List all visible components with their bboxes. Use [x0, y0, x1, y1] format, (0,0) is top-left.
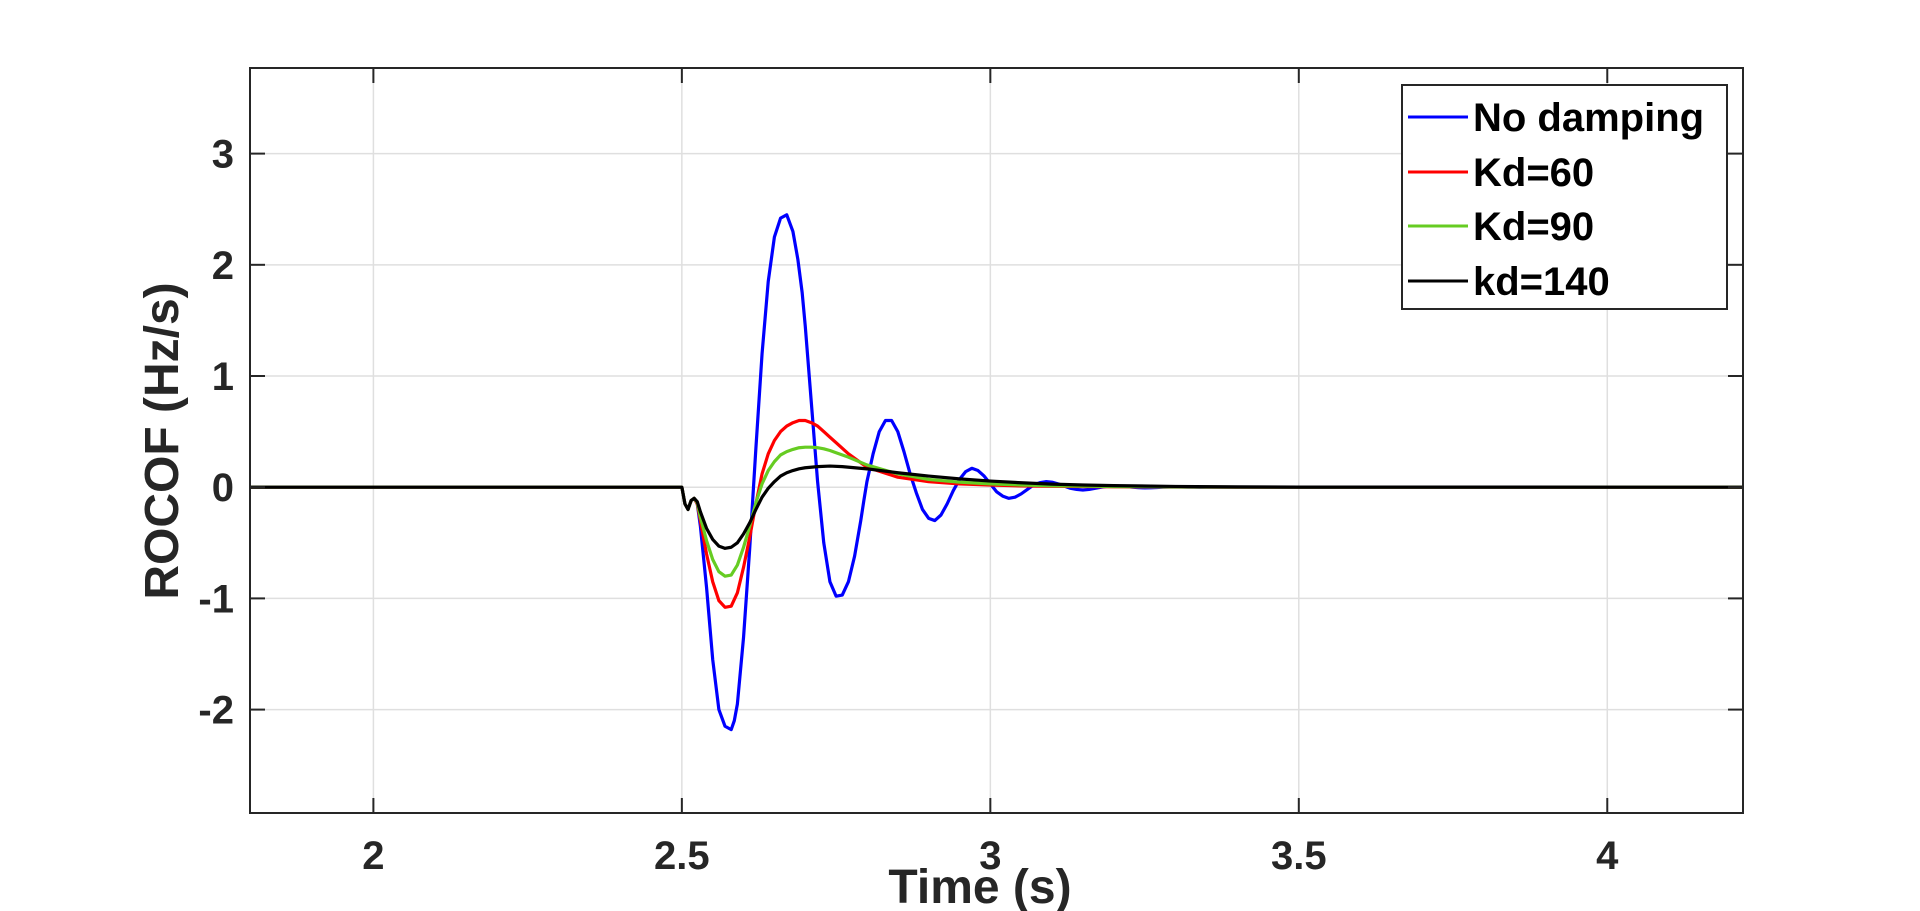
legend-label-kd90: Kd=90 — [1473, 205, 1594, 249]
x-tick-label: 2 — [362, 834, 384, 878]
x-axis-label: Time (s) — [888, 861, 1071, 911]
axis-ticks: 2 2.5 3 3.5 4 -2 -1 0 1 2 3 — [198, 68, 1743, 878]
plot-frame — [249, 67, 1744, 814]
legend: No damping Kd=60 Kd=90 kd=140 — [1401, 84, 1728, 310]
y-tick-label: 2 — [212, 244, 234, 288]
y-tick-label: -1 — [198, 577, 234, 621]
y-tick-label: 3 — [212, 133, 234, 177]
legend-label-no-damping: No damping — [1473, 96, 1704, 140]
series-line-kd-140 — [250, 464, 1743, 550]
series-group — [250, 213, 1743, 732]
x-tick-label: 2.5 — [654, 834, 710, 878]
y-axis-label: ROCOF (Hz/s) — [136, 282, 189, 599]
legend-box — [1401, 84, 1728, 310]
legend-label-kd60: Kd=60 — [1473, 151, 1594, 195]
y-tick-label: -2 — [198, 689, 234, 733]
x-tick-label: 3 — [979, 834, 1001, 878]
y-tick-label: 0 — [212, 466, 234, 510]
series-line-kd-90 — [250, 445, 1743, 578]
x-tick-label: 4 — [1596, 834, 1619, 878]
y-tick-label: 1 — [212, 355, 234, 399]
x-tick-label: 3.5 — [1271, 834, 1327, 878]
legend-label-kd140: kd=140 — [1473, 260, 1610, 304]
